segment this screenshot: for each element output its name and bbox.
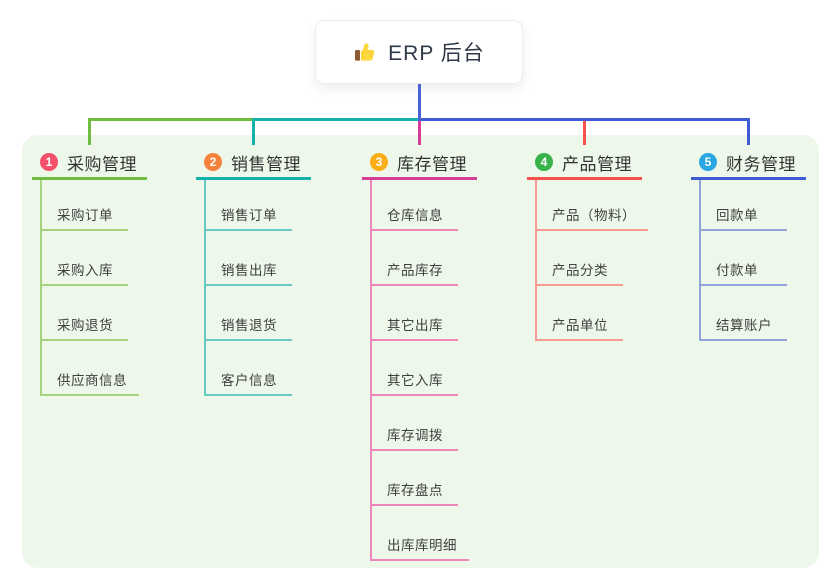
bus-line-right	[418, 118, 750, 121]
branch-4-child-node[interactable]: 产品单位	[535, 314, 623, 341]
branch-1-drop-line	[88, 118, 91, 145]
branch-3-drop-line	[418, 118, 421, 145]
branch-1-number-badge: 1	[40, 153, 58, 171]
branch-3-child-node[interactable]: 出库库明细	[370, 534, 469, 561]
bus-line-center	[252, 118, 421, 121]
branch-5-underline	[691, 177, 806, 180]
branch-4-spine-line	[535, 180, 537, 341]
branch-5-number-badge: 5	[699, 153, 717, 171]
branch-2-underline	[196, 177, 311, 180]
branch-4-label: 产品管理	[562, 154, 632, 174]
branch-3-number-badge: 3	[370, 153, 388, 171]
branch-4-drop-line	[583, 118, 586, 145]
branch-3-child-node[interactable]: 库存调拨	[370, 424, 458, 451]
root-trunk-line	[418, 84, 421, 121]
branch-1-child-node[interactable]: 采购订单	[40, 204, 128, 231]
branch-3-label: 库存管理	[397, 154, 467, 174]
branch-1-label: 采购管理	[67, 154, 137, 174]
branch-3-underline	[362, 177, 477, 180]
branch-3-spine-line	[370, 180, 372, 561]
root-node-label: ERP 后台	[388, 42, 485, 65]
branch-1-child-node[interactable]: 采购退货	[40, 314, 128, 341]
branch-2-spine-line	[204, 180, 206, 396]
branch-5-child-node[interactable]: 回款单	[699, 204, 787, 231]
bus-line-left	[88, 118, 255, 121]
branch-2-child-node[interactable]: 销售退货	[204, 314, 292, 341]
branch-3-child-node[interactable]: 产品库存	[370, 259, 458, 286]
branch-2-child-node[interactable]: 销售出库	[204, 259, 292, 286]
branches-background-panel	[22, 135, 819, 568]
branch-4-node[interactable]: 4 产品管理	[535, 150, 632, 174]
branch-2-label: 销售管理	[231, 154, 301, 174]
branch-3-node[interactable]: 3 库存管理	[370, 150, 467, 174]
root-node[interactable]: ERP 后台	[315, 20, 523, 84]
branch-1-child-node[interactable]: 供应商信息	[40, 369, 139, 396]
branch-2-child-node[interactable]: 销售订单	[204, 204, 292, 231]
branch-5-drop-line	[747, 118, 750, 145]
branch-1-node[interactable]: 1 采购管理	[40, 150, 137, 174]
branch-5-child-node[interactable]: 付款单	[699, 259, 787, 286]
thumbs-up-icon	[355, 43, 375, 61]
branch-3-child-node[interactable]: 其它出库	[370, 314, 458, 341]
branch-5-child-node[interactable]: 结算账户	[699, 314, 787, 341]
branch-3-child-node[interactable]: 其它入库	[370, 369, 458, 396]
branch-4-number-badge: 4	[535, 153, 553, 171]
branch-3-child-node[interactable]: 仓库信息	[370, 204, 458, 231]
branch-1-spine-line	[40, 180, 42, 396]
branch-2-child-node[interactable]: 客户信息	[204, 369, 292, 396]
branch-2-drop-line	[252, 118, 255, 145]
branch-4-underline	[527, 177, 642, 180]
branch-1-underline	[32, 177, 147, 180]
branch-2-node[interactable]: 2 销售管理	[204, 150, 301, 174]
branch-1-child-node[interactable]: 采购入库	[40, 259, 128, 286]
branch-3-child-node[interactable]: 库存盘点	[370, 479, 458, 506]
branch-4-child-node[interactable]: 产品（物料）	[535, 204, 648, 231]
branch-5-spine-line	[699, 180, 701, 341]
branch-2-number-badge: 2	[204, 153, 222, 171]
branch-4-child-node[interactable]: 产品分类	[535, 259, 623, 286]
branch-5-label: 财务管理	[726, 154, 796, 174]
branch-5-node[interactable]: 5 财务管理	[699, 150, 796, 174]
